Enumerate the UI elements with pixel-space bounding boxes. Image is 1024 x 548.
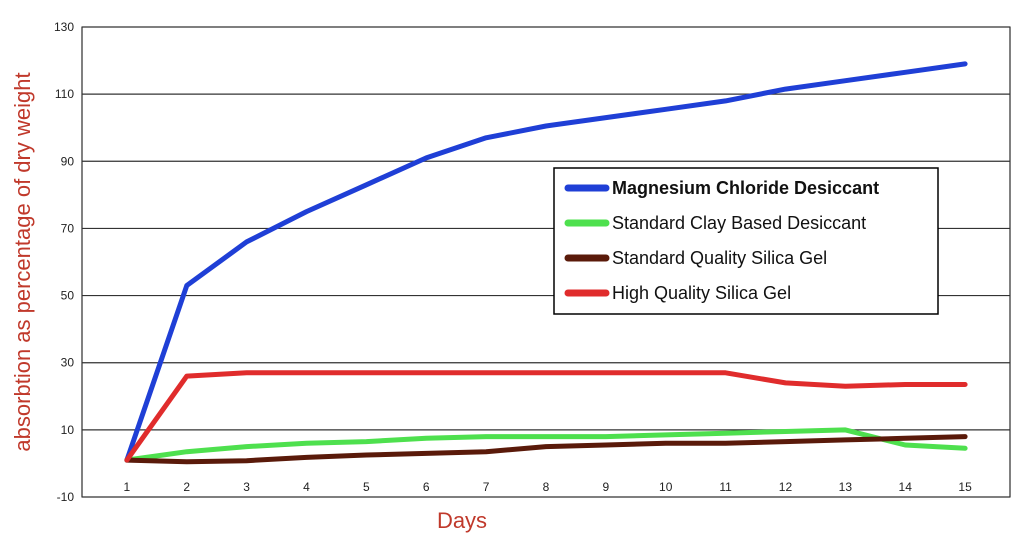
- x-tick-label: 5: [363, 480, 370, 494]
- y-tick-label: -10: [57, 490, 75, 504]
- x-tick-label: 12: [779, 480, 793, 494]
- x-tick-label: 7: [483, 480, 490, 494]
- y-tick-label: 110: [55, 87, 74, 101]
- x-tick-label: 10: [659, 480, 673, 494]
- x-tick-label: 4: [303, 480, 310, 494]
- y-axis-ticks: -10 10 30 50 70 90 110 130: [54, 20, 74, 504]
- series-line-4: [124, 370, 968, 463]
- y-tick-label: 90: [61, 154, 75, 168]
- x-tick-label: 13: [839, 480, 853, 494]
- x-tick-label: 6: [423, 480, 430, 494]
- x-tick-label: 9: [603, 480, 610, 494]
- legend-label: Standard Quality Silica Gel: [612, 248, 827, 268]
- legend: Magnesium Chloride Desiccant Standard Cla…: [553, 167, 939, 315]
- x-tick-label: 14: [899, 480, 913, 494]
- y-tick-label: 70: [61, 221, 75, 235]
- x-tick-label: 1: [124, 480, 131, 494]
- legend-label: Magnesium Chloride Desiccant: [612, 178, 879, 198]
- x-axis-title: Days: [437, 508, 487, 533]
- legend-label: Standard Clay Based Desiccant: [612, 213, 866, 233]
- y-tick-label: 30: [61, 356, 75, 370]
- y-tick-label: 130: [54, 20, 74, 34]
- x-tick-label: 15: [958, 480, 972, 494]
- x-tick-label: 11: [719, 480, 732, 494]
- series-lines: [124, 61, 968, 465]
- x-tick-label: 2: [183, 480, 190, 494]
- x-tick-label: 8: [543, 480, 550, 494]
- x-axis-ticks: 1 2 3 4 5 6 7 8 9 10 11 12 13 14 15: [124, 480, 973, 494]
- legend-box: [553, 167, 939, 315]
- y-tick-label: 10: [61, 423, 75, 437]
- y-tick-label: 50: [61, 289, 75, 303]
- series-line-3: [124, 434, 968, 465]
- series-line-1: [124, 61, 968, 463]
- legend-label: High Quality Silica Gel: [612, 283, 791, 303]
- x-tick-label: 3: [243, 480, 250, 494]
- series-line-2: [124, 427, 968, 463]
- y-axis-title: absorbtion as percentage of dry weight: [10, 72, 35, 451]
